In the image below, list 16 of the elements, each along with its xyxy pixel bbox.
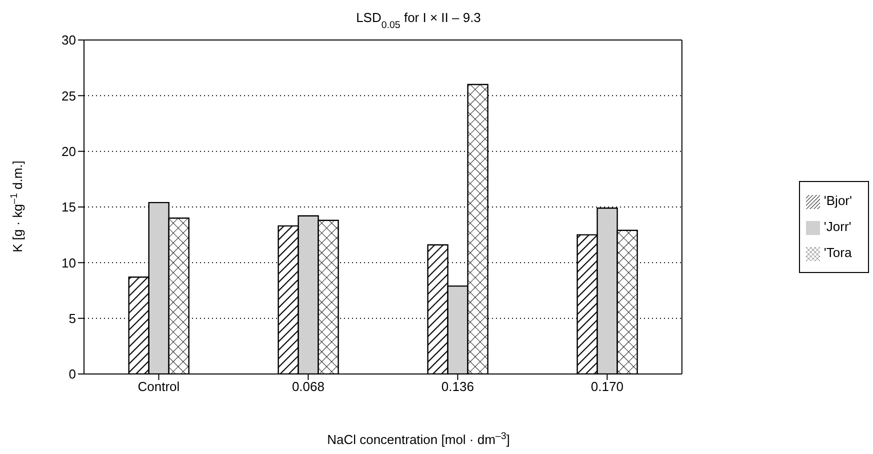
y-tick-label: 0 — [68, 366, 76, 382]
y-tick-label: 10 — [62, 255, 76, 270]
legend-label: 'Tora — [824, 245, 852, 260]
chart-title: LSD$_{0.05}$ for I × II – 9.3 — [356, 10, 481, 30]
y-tick-label: 30 — [62, 32, 76, 48]
y-tick-label: 15 — [62, 200, 76, 215]
x-axis-title: NaCl concentration [mol · dm$^{–3}$] — [327, 430, 510, 447]
legend-label: 'Jorr' — [824, 219, 852, 234]
y-tick-label: 25 — [62, 88, 76, 104]
x-tick-label: 0.136 — [441, 379, 474, 394]
x-tick-label: 0.068 — [292, 379, 324, 394]
x-tick-label: 0.170 — [590, 379, 624, 394]
legend-label: 'Bjor' — [824, 193, 852, 208]
y-tick-label: 20 — [62, 144, 76, 159]
x-tick-label: Control — [138, 379, 180, 394]
y-tick-label: 5 — [68, 310, 76, 326]
